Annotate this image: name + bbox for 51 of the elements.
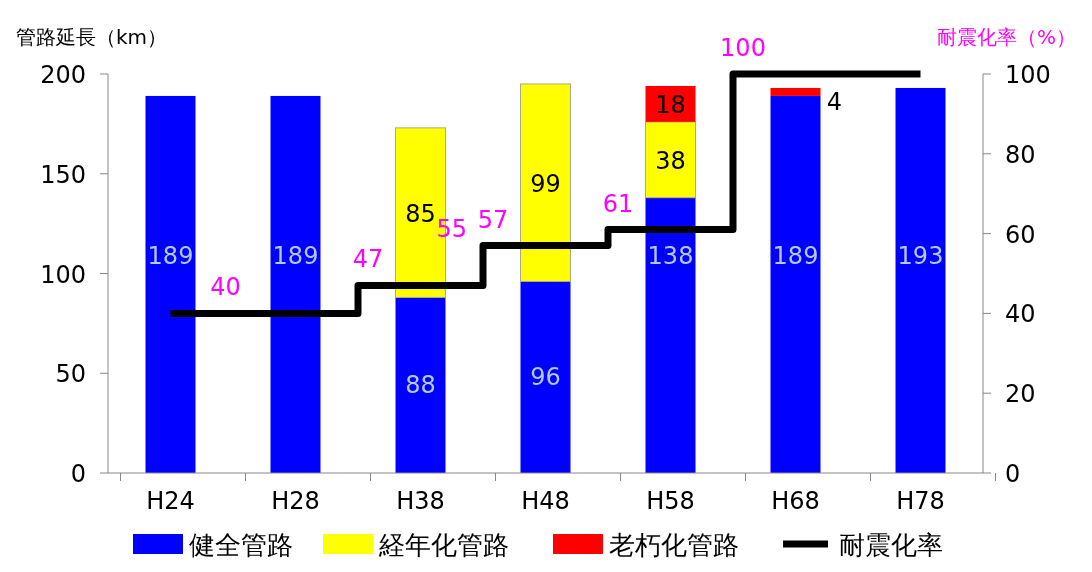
bar — [270, 95, 321, 473]
legend-label: 耐震化率 — [839, 530, 943, 560]
data-label: 88 — [405, 371, 436, 400]
x-tick-label: H24 — [146, 487, 195, 515]
x-tick-label: H48 — [521, 487, 570, 515]
bar — [520, 281, 571, 473]
legend-label: 老朽化管路 — [609, 530, 739, 560]
data-label: 61 — [602, 189, 634, 218]
data-label: 57 — [477, 205, 509, 234]
data-label: 189 — [147, 241, 194, 270]
data-label: 40 — [210, 273, 241, 302]
data-label: 4 — [826, 87, 843, 116]
x-tick-label: H38 — [396, 487, 445, 515]
data-label: 193 — [897, 241, 944, 270]
y2-tick-label: 80 — [1005, 140, 1036, 169]
legend-label: 健全管路 — [189, 530, 293, 560]
x-tick-label: H68 — [771, 487, 820, 515]
y-tick-label: 150 — [40, 160, 86, 189]
data-label: 100 — [720, 34, 766, 62]
bar — [645, 121, 696, 199]
y-tick-label: 200 — [40, 61, 86, 89]
data-label: 138 — [647, 241, 694, 270]
y-tick-label: 100 — [40, 260, 86, 289]
bar — [520, 83, 571, 282]
y-axis-title: 管路延長（km） — [16, 25, 168, 49]
data-label: 38 — [655, 146, 686, 175]
x-tick-label: H58 — [646, 487, 695, 515]
legend-label: 経年化管路 — [378, 530, 509, 560]
y2-tick-label: 40 — [1005, 300, 1036, 329]
bar — [145, 95, 196, 473]
data-label: 47 — [352, 245, 384, 274]
y2-tick-label: 60 — [1005, 220, 1036, 249]
data-label: 189 — [772, 241, 819, 270]
y2-tick-label: 100 — [1005, 61, 1051, 89]
bar — [395, 297, 446, 473]
data-label: 99 — [530, 169, 561, 198]
data-label: 96 — [530, 363, 561, 392]
data-label: 189 — [272, 241, 319, 270]
bar — [770, 87, 821, 96]
y-tick-label: 50 — [55, 360, 86, 389]
x-tick-label: H78 — [896, 487, 945, 515]
y2-axis-title: 耐震化率（%） — [936, 25, 1076, 49]
x-tick-label: H28 — [271, 487, 320, 515]
y2-tick-label: 0 — [1005, 460, 1021, 488]
bar — [770, 95, 821, 473]
data-label: 18 — [655, 90, 686, 119]
y-tick-label: 0 — [70, 460, 86, 488]
bar — [645, 197, 696, 473]
data-label: 85 — [405, 199, 436, 228]
y2-tick-label: 20 — [1005, 380, 1036, 409]
bar — [895, 87, 946, 473]
